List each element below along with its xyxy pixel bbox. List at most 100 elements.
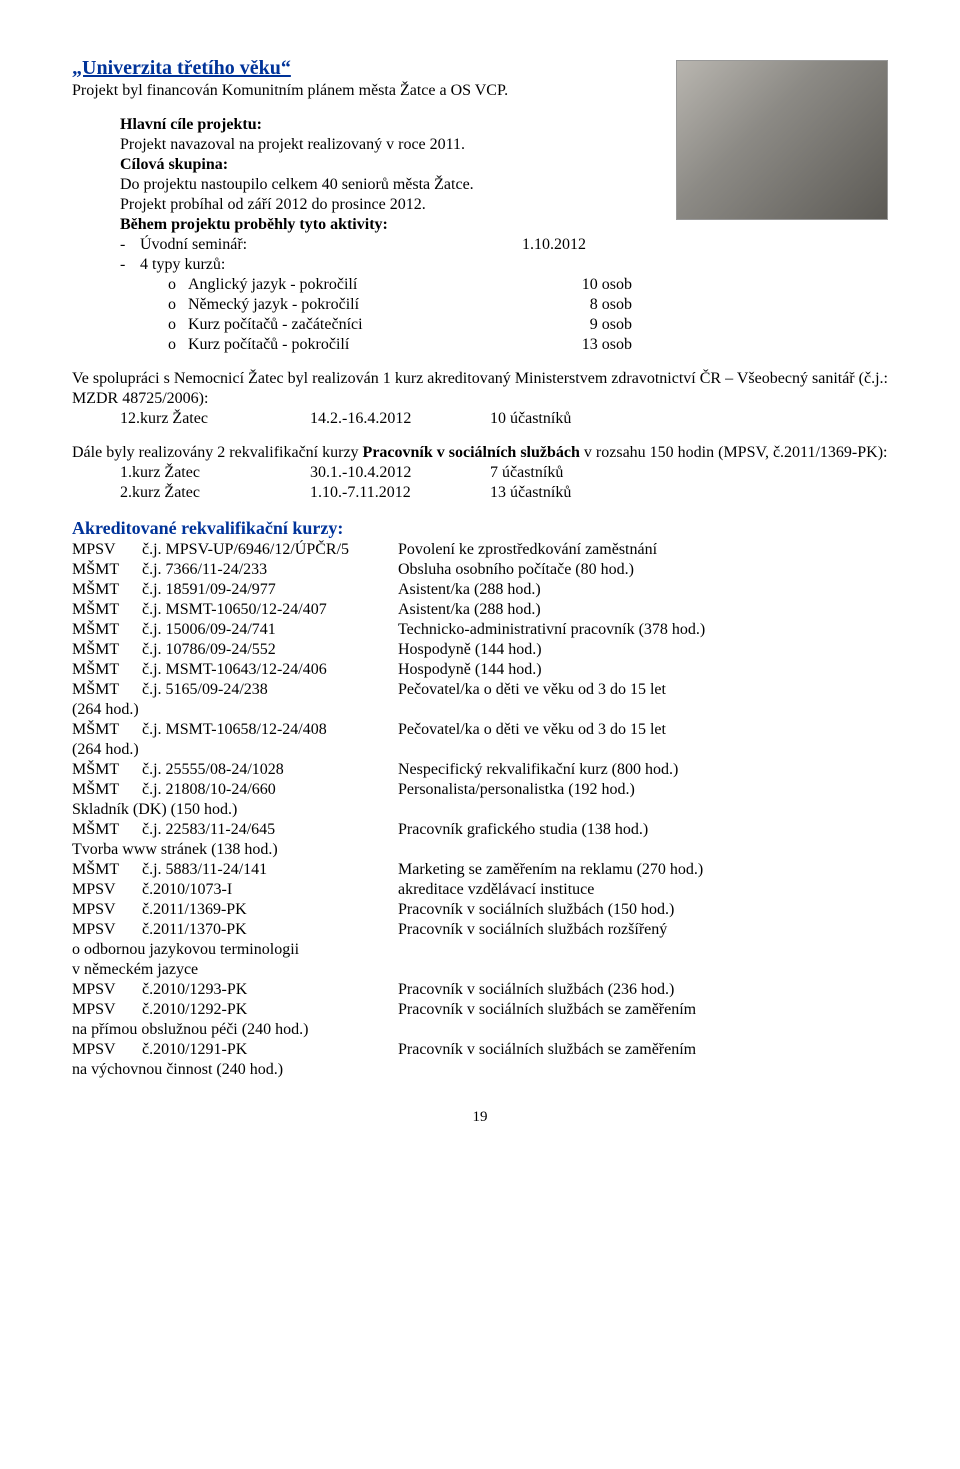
akk-org: MPSV <box>72 980 142 1000</box>
akk-desc: Pečovatel/ka o děti ve věku od 3 do 15 l… <box>398 680 888 700</box>
akk-desc-cont: Skladník (DK) (150 hod.) <box>72 800 888 820</box>
akk-desc-cont: Tvorba www stránek (138 hod.) <box>72 840 888 860</box>
akk-desc: Povolení ke zprostředkování zaměstnání <box>398 540 888 560</box>
akk-row: MŠMTč.j. 15006/09-24/741Technicko-admini… <box>72 620 888 640</box>
akk-desc-cont: o odbornou jazykovou terminologii <box>72 940 888 960</box>
akk-ref: č.j. 22583/11-24/645 <box>142 820 398 840</box>
akk-desc: Marketing se zaměřením na reklamu (270 h… <box>398 860 888 880</box>
course-label: Kurz počítačů - začátečníci <box>188 315 363 335</box>
circle-icon: o <box>168 335 188 355</box>
rekval-bold: Pracovník v sociálních službách <box>363 444 580 461</box>
akk-row: MŠMTč.j. 5883/11-24/141Marketing se zamě… <box>72 860 888 880</box>
photo <box>676 60 888 220</box>
akk-ref: č.2010/1073-I <box>142 880 398 900</box>
akk-ref: č.j. 21808/10-24/660 <box>142 780 398 800</box>
akk-row: MŠMTč.j. MSMT-10658/12-24/408Pečovatel/k… <box>72 720 888 740</box>
akk-desc: Personalista/personalistka (192 hod.) <box>398 780 888 800</box>
akk-row: MPSVč.2010/1292-PKPracovník v sociálních… <box>72 1000 888 1020</box>
akk-row: MŠMTč.j. 21808/10-24/660Personalista/per… <box>72 780 888 800</box>
course-item: o Anglický jazyk - pokročilí 10 osob <box>168 275 632 295</box>
akk-row: MŠMTč.j. MSMT-10650/12-24/407Asistent/ka… <box>72 600 888 620</box>
akk-ref: č.j. 18591/09-24/977 <box>142 580 398 600</box>
akk-org: MPSV <box>72 920 142 940</box>
akk-desc: Obsluha osobního počítače (80 hod.) <box>398 560 888 580</box>
akk-row: MPSVč.2010/1293-PKPracovník v sociálních… <box>72 980 888 1000</box>
akk-ref: č.j. 25555/08-24/1028 <box>142 760 398 780</box>
rekval-c3: 13 účastníků <box>490 483 571 503</box>
akk-row: MŠMTč.j. 5165/09-24/238Pečovatel/ka o dě… <box>72 680 888 700</box>
rekval-row: 2.kurz Žatec 1.10.-7.11.2012 13 účastník… <box>120 483 888 503</box>
akk-desc: Pracovník v sociálních službách (236 hod… <box>398 980 888 1000</box>
akk-ref: č.j. MPSV-UP/6946/12/ÚPČR/5 <box>142 540 398 560</box>
akk-row: MPSVč.2011/1369-PKPracovník v sociálních… <box>72 900 888 920</box>
akk-desc: Asistent/ka (288 hod.) <box>398 580 888 600</box>
akk-row: MPSVč.2010/1073-Iakreditace vzdělávací i… <box>72 880 888 900</box>
akk-org: MŠMT <box>72 680 142 700</box>
akk-ref: č.j. 5883/11-24/141 <box>142 860 398 880</box>
circle-icon: o <box>168 315 188 335</box>
akk-row: MŠMTč.j. 22583/11-24/645Pracovník grafic… <box>72 820 888 840</box>
akk-desc: Pracovník v sociálních službách (150 hod… <box>398 900 888 920</box>
akk-row: MPSVč.2010/1291-PKPracovník v sociálních… <box>72 1040 888 1060</box>
akk-desc-cont: na výchovnou činnost (240 hod.) <box>72 1060 888 1080</box>
akk-org: MPSV <box>72 880 142 900</box>
akk-org: MŠMT <box>72 780 142 800</box>
page-number: 19 <box>72 1108 888 1127</box>
akk-org: MPSV <box>72 1000 142 1020</box>
akk-ref: č.j. 7366/11-24/233 <box>142 560 398 580</box>
akk-row: MŠMTč.j. 25555/08-24/1028Nespecifický re… <box>72 760 888 780</box>
akk-org: MŠMT <box>72 600 142 620</box>
akk-desc-cont: (264 hod.) <box>72 700 888 720</box>
circle-icon: o <box>168 295 188 315</box>
akk-row: MŠMTč.j. MSMT-10643/12-24/406Hospodyně (… <box>72 660 888 680</box>
akk-row: MPSVč.2011/1370-PKPracovník v sociálních… <box>72 920 888 940</box>
akk-ref: č.2010/1291-PK <box>142 1040 398 1060</box>
rekval-pre: Dále byly realizovány 2 rekvalifikační k… <box>72 444 363 461</box>
akk-ref: č.2011/1370-PK <box>142 920 398 940</box>
akk-org: MPSV <box>72 540 142 560</box>
course-value: 9 osob <box>566 315 632 335</box>
activity-item: - 4 typy kurzů: <box>120 255 632 275</box>
akk-desc-cont: v německém jazyce <box>72 960 888 980</box>
course-value: 8 osob <box>566 295 632 315</box>
course-item: o Německý jazyk - pokročilí 8 osob <box>168 295 632 315</box>
project-title: „Univerzita třetího věku“ <box>72 57 291 79</box>
course-item: o Kurz počítačů - začátečníci 9 osob <box>168 315 632 335</box>
rekval-c2: 30.1.-10.4.2012 <box>310 463 490 483</box>
akk-org: MŠMT <box>72 580 142 600</box>
coop-c2: 14.2.-16.4.2012 <box>310 409 490 429</box>
activity-label: Úvodní seminář: <box>140 235 247 255</box>
akk-ref: č.2010/1292-PK <box>142 1000 398 1020</box>
akk-ref: č.j. MSMT-10658/12-24/408 <box>142 720 398 740</box>
akk-desc: Pracovník v sociálních službách rozšířen… <box>398 920 888 940</box>
course-label: Anglický jazyk - pokročilí <box>188 275 357 295</box>
rekval-c2: 1.10.-7.11.2012 <box>310 483 490 503</box>
akk-desc: Nespecifický rekvalifikační kurz (800 ho… <box>398 760 888 780</box>
akk-ref: č.2011/1369-PK <box>142 900 398 920</box>
coop-c1: 12.kurz Žatec <box>120 409 310 429</box>
akk-row: MŠMTč.j. 7366/11-24/233Obsluha osobního … <box>72 560 888 580</box>
rekval-c1: 2.kurz Žatec <box>120 483 310 503</box>
course-item: o Kurz počítačů - pokročilí 13 osob <box>168 335 632 355</box>
coop-row: 12.kurz Žatec 14.2.-16.4.2012 10 účastní… <box>120 409 888 429</box>
activity-item: - Úvodní seminář: 1.10.2012 <box>120 235 632 255</box>
akk-desc: Pracovník grafického studia (138 hod.) <box>398 820 888 840</box>
akk-org: MŠMT <box>72 640 142 660</box>
akk-desc: Pracovník v sociálních službách se zaměř… <box>398 1000 888 1020</box>
course-label: Německý jazyk - pokročilí <box>188 295 359 315</box>
akk-desc: Pracovník v sociálních službách se zaměř… <box>398 1040 888 1060</box>
akk-desc: akreditace vzdělávací instituce <box>398 880 888 900</box>
activity-label: 4 typy kurzů: <box>140 255 225 275</box>
akk-ref: č.j. 10786/09-24/552 <box>142 640 398 660</box>
akk-ref: č.j. MSMT-10650/12-24/407 <box>142 600 398 620</box>
akk-ref: č.j. MSMT-10643/12-24/406 <box>142 660 398 680</box>
akk-org: MŠMT <box>72 820 142 840</box>
akk-desc-cont: (264 hod.) <box>72 740 888 760</box>
rekval-c3: 7 účastníků <box>490 463 563 483</box>
course-value: 10 osob <box>558 275 632 295</box>
rekval-post: v rozsahu 150 hodin (MPSV, č.2011/1369-P… <box>580 444 888 461</box>
akk-desc: Hospodyně (144 hod.) <box>398 640 888 660</box>
circle-icon: o <box>168 275 188 295</box>
akk-row: MPSVč.j. MPSV-UP/6946/12/ÚPČR/5Povolení … <box>72 540 888 560</box>
akk-ref: č.2010/1293-PK <box>142 980 398 1000</box>
